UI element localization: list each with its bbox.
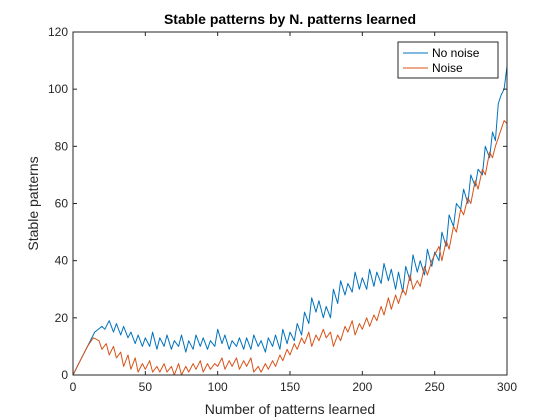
y-tick-label: 80 xyxy=(55,139,69,153)
legend-entry-label: Noise xyxy=(432,61,463,75)
x-tick-label: 300 xyxy=(497,380,517,394)
y-axis-label: Stable patterns xyxy=(25,156,41,250)
y-tick-label: 120 xyxy=(48,25,68,39)
x-tick-label: 250 xyxy=(425,380,445,394)
y-tick-label: 60 xyxy=(55,197,69,211)
y-tick-label: 40 xyxy=(55,254,69,268)
series-line-no-noise xyxy=(72,66,508,376)
x-tick-label: 200 xyxy=(352,380,372,394)
legend-entry-label: No noise xyxy=(432,46,480,60)
x-tick-label: 0 xyxy=(70,380,77,394)
x-tick-label: 150 xyxy=(280,380,300,394)
x-tick-label: 100 xyxy=(208,380,228,394)
y-tick-label: 100 xyxy=(48,82,68,96)
series-layer xyxy=(72,66,508,376)
x-axis-label: Number of patterns learned xyxy=(205,401,375,417)
series-line-noise xyxy=(72,120,508,376)
y-axis: 0 20 40 60 80 100 120 xyxy=(48,25,507,382)
y-tick-label: 20 xyxy=(55,311,69,325)
x-tick-label: 50 xyxy=(139,380,153,394)
plot-area-background xyxy=(73,32,507,375)
legend-box xyxy=(397,41,499,79)
x-axis: 0 50 100 150 200 250 300 xyxy=(70,32,517,394)
chart-title: Stable patterns by N. patterns learned xyxy=(164,11,416,27)
y-tick-label: 0 xyxy=(61,368,68,382)
